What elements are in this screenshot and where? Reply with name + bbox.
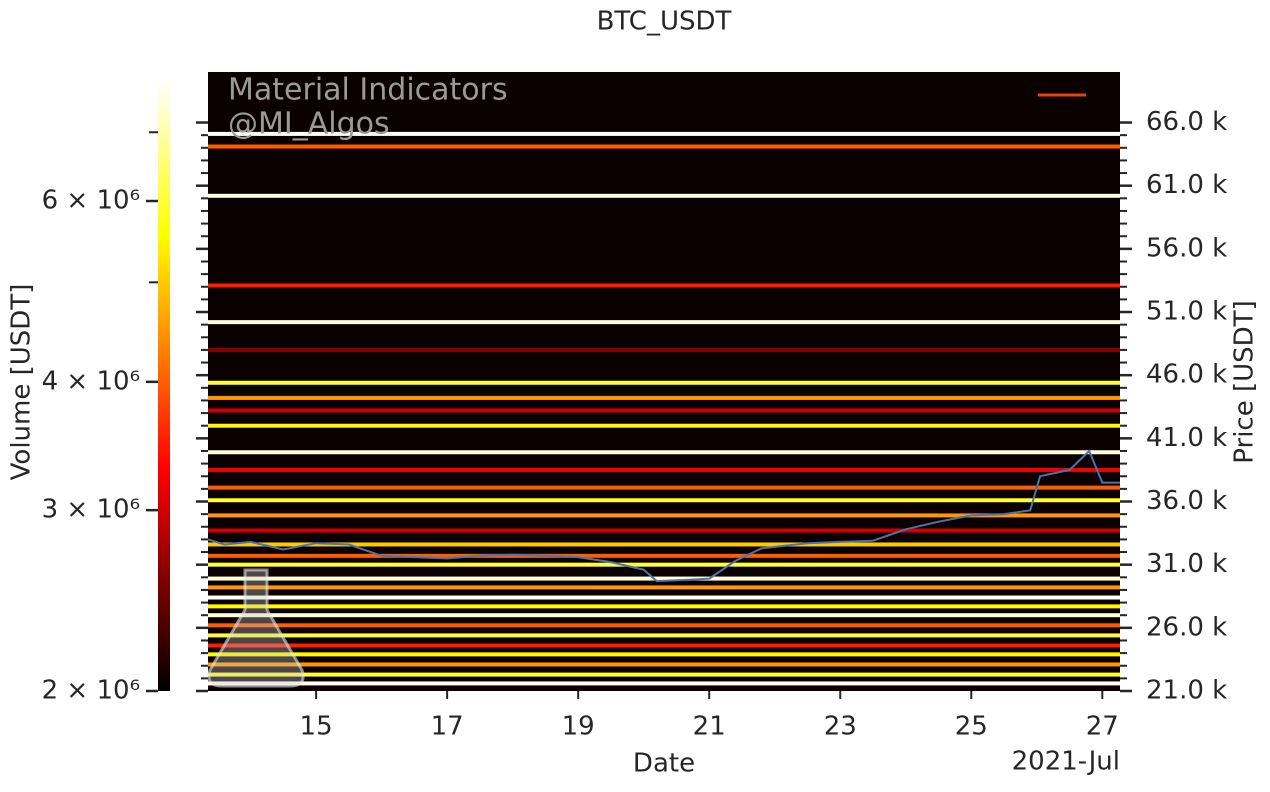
y-tick-label: 51.0 k bbox=[1146, 297, 1227, 327]
y-tick-label: 21.0 k bbox=[1146, 676, 1227, 706]
heat-band bbox=[208, 528, 1120, 533]
y-axis-label: Price [USDT] bbox=[1230, 300, 1260, 463]
heat-band bbox=[208, 450, 1120, 455]
watermark: Material Indicators bbox=[228, 73, 508, 108]
heat-band bbox=[208, 144, 1120, 149]
heat-band bbox=[208, 562, 1120, 567]
y-tick-label: 66.0 k bbox=[1146, 107, 1227, 137]
heat-band bbox=[208, 131, 1120, 136]
heat-band bbox=[208, 485, 1120, 490]
y-tick-label: 36.0 k bbox=[1146, 486, 1227, 516]
heat-band bbox=[208, 662, 1120, 667]
heat-band bbox=[208, 542, 1120, 547]
y-tick-label: 41.0 k bbox=[1146, 423, 1227, 453]
heat-band bbox=[208, 467, 1120, 472]
heat-band bbox=[208, 283, 1120, 288]
heat-band bbox=[208, 513, 1120, 518]
x-tick-label: 27 bbox=[1086, 712, 1119, 742]
heat-band bbox=[208, 623, 1120, 628]
heat-band bbox=[208, 585, 1120, 590]
heat-band bbox=[208, 347, 1120, 352]
x-tick-label: 19 bbox=[562, 712, 595, 742]
heat-band bbox=[208, 423, 1120, 428]
heat-band bbox=[208, 320, 1120, 325]
colorbar bbox=[158, 80, 170, 691]
heat-band bbox=[208, 408, 1120, 413]
x-tick-label: 23 bbox=[824, 712, 857, 742]
heat-band bbox=[208, 595, 1120, 600]
x-offset-label: 2021-Jul bbox=[1012, 747, 1120, 777]
x-tick-label: 17 bbox=[431, 712, 464, 742]
y-tick-label: 46.0 k bbox=[1146, 360, 1227, 390]
heat-band bbox=[208, 498, 1120, 503]
y-tick-label: 31.0 k bbox=[1146, 549, 1227, 579]
watermark: @MI_Algos bbox=[228, 107, 390, 142]
colorbar-label: Volume [USDT] bbox=[7, 284, 37, 481]
heat-band bbox=[208, 652, 1120, 657]
y-tick-label: 61.0 k bbox=[1146, 170, 1227, 200]
colorbar-tick-label: 6 × 10⁶ bbox=[42, 186, 140, 216]
heat-band bbox=[208, 633, 1120, 638]
heat-band bbox=[208, 395, 1120, 400]
heat-band bbox=[208, 576, 1120, 581]
x-tick-label: 15 bbox=[300, 712, 333, 742]
y-tick-label: 56.0 k bbox=[1146, 233, 1227, 263]
y-tick-label: 26.0 k bbox=[1146, 612, 1227, 642]
heat-band bbox=[208, 553, 1120, 558]
price-line bbox=[207, 449, 1120, 583]
heat-band bbox=[208, 643, 1120, 648]
x-axis-label: Date bbox=[633, 749, 695, 779]
colorbar-tick-label: 3 × 10⁶ bbox=[42, 495, 140, 525]
heat-band bbox=[208, 681, 1120, 686]
x-tick-label: 21 bbox=[693, 712, 726, 742]
colorbar-tick-label: 4 × 10⁶ bbox=[42, 366, 140, 396]
heat-band bbox=[208, 380, 1120, 385]
chart-title: BTC_USDT bbox=[597, 7, 732, 37]
heat-band bbox=[208, 672, 1120, 677]
heat-band bbox=[208, 604, 1120, 609]
heat-band bbox=[208, 613, 1120, 618]
watermark-logo bbox=[207, 568, 305, 688]
heat-band bbox=[208, 193, 1120, 198]
colorbar-tick-label: 2 × 10⁶ bbox=[42, 676, 140, 706]
x-tick-label: 25 bbox=[955, 712, 988, 742]
